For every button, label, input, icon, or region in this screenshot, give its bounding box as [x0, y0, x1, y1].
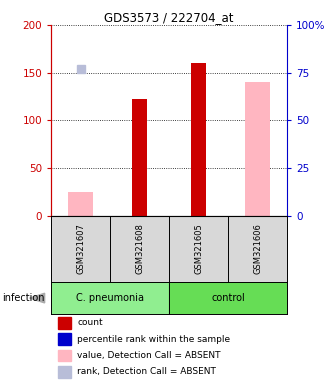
Bar	[58, 366, 71, 378]
Text: value, Detection Call = ABSENT: value, Detection Call = ABSENT	[77, 351, 220, 360]
Bar	[51, 281, 169, 314]
Bar	[58, 317, 71, 329]
Text: GSM321605: GSM321605	[194, 223, 203, 274]
Bar	[132, 99, 147, 216]
Bar	[191, 63, 206, 216]
Text: count: count	[77, 318, 103, 327]
Title: GDS3573 / 222704_at: GDS3573 / 222704_at	[104, 11, 234, 24]
Bar	[169, 281, 287, 314]
Text: rank, Detection Call = ABSENT: rank, Detection Call = ABSENT	[77, 367, 216, 376]
Text: percentile rank within the sample: percentile rank within the sample	[77, 334, 230, 344]
Text: control: control	[211, 293, 245, 303]
Bar	[58, 349, 71, 361]
Bar	[58, 333, 71, 345]
Text: GSM321606: GSM321606	[253, 223, 262, 274]
Polygon shape	[30, 293, 45, 303]
Bar	[245, 82, 270, 216]
Text: C. pneumonia: C. pneumonia	[76, 293, 144, 303]
Text: GSM321608: GSM321608	[135, 223, 144, 274]
Text: GSM321607: GSM321607	[76, 223, 85, 274]
Text: infection: infection	[2, 293, 44, 303]
Bar	[68, 192, 93, 216]
